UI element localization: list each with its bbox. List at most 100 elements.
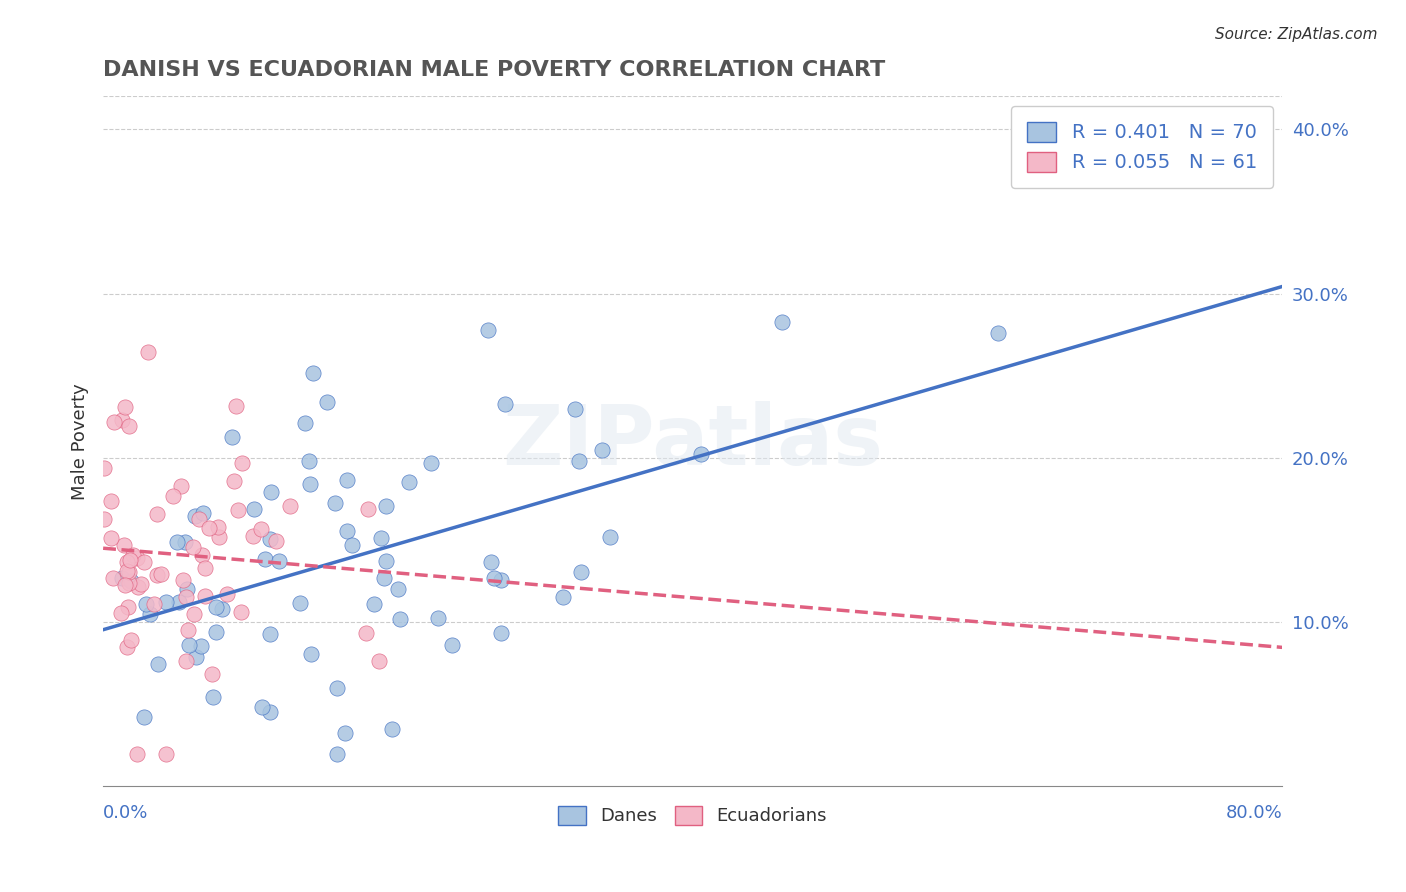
Point (323, 495, 346, 509)
Point (208, 530, 231, 544)
Point (375, 499, 398, 513)
Point (481, 555, 503, 569)
Point (482, 571, 505, 585)
Point (259, 532, 281, 546)
Point (110, 606, 132, 620)
Point (380, 722, 402, 736)
Point (132, 710, 155, 724)
Point (363, 597, 385, 611)
Point (118, 419, 141, 434)
Point (250, 522, 273, 536)
Point (172, 573, 194, 587)
Point (374, 554, 396, 568)
Point (440, 639, 463, 653)
Point (278, 500, 301, 514)
Point (143, 597, 166, 611)
Point (269, 554, 291, 568)
Point (259, 627, 281, 641)
Point (150, 567, 173, 582)
Point (489, 625, 512, 640)
Point (114, 400, 136, 414)
Point (162, 490, 184, 504)
Point (689, 447, 711, 461)
Point (135, 597, 157, 611)
Point (221, 430, 243, 444)
Point (387, 582, 409, 596)
Point (254, 552, 277, 566)
Point (207, 520, 229, 534)
Point (117, 600, 139, 615)
Point (367, 654, 389, 668)
Point (231, 605, 253, 619)
Point (294, 417, 316, 431)
Point (770, 315, 793, 329)
Point (316, 395, 339, 409)
Point (118, 565, 141, 579)
Point (226, 502, 249, 516)
Point (198, 521, 221, 535)
Point (183, 607, 205, 621)
Point (202, 690, 225, 704)
Point (111, 571, 134, 585)
Point (333, 726, 356, 740)
Point (564, 401, 586, 416)
Point (117, 576, 139, 591)
Point (155, 595, 177, 609)
Point (420, 456, 443, 470)
Point (243, 502, 266, 516)
Point (398, 475, 420, 489)
Point (494, 397, 516, 411)
Point (342, 538, 364, 552)
Point (125, 747, 148, 761)
Point (336, 473, 359, 487)
Point (336, 524, 359, 539)
Point (259, 706, 281, 720)
Point (288, 596, 311, 610)
Point (139, 607, 162, 621)
Point (264, 534, 287, 549)
Point (166, 535, 188, 549)
Point (569, 566, 592, 580)
Point (231, 456, 253, 470)
Text: DANISH VS ECUADORIAN MALE POVERTY CORRELATION CHART: DANISH VS ECUADORIAN MALE POVERTY CORREL… (103, 60, 886, 79)
Point (186, 649, 208, 664)
Point (170, 479, 193, 493)
Point (114, 578, 136, 592)
Point (167, 595, 190, 609)
Point (591, 443, 613, 458)
Point (373, 571, 395, 585)
Point (250, 699, 273, 714)
Point (194, 561, 217, 575)
Point (370, 531, 392, 545)
Point (155, 747, 177, 761)
Y-axis label: Male Poverty: Male Poverty (72, 383, 89, 500)
Point (127, 580, 149, 594)
Point (115, 564, 138, 578)
Point (101, 571, 124, 585)
Point (297, 454, 319, 468)
Point (427, 611, 450, 625)
Point (136, 345, 159, 359)
Point (201, 666, 224, 681)
Point (127, 551, 149, 566)
Text: Source: ZipAtlas.com: Source: ZipAtlas.com (1215, 27, 1378, 42)
Point (388, 612, 411, 626)
Point (177, 638, 200, 652)
Point (120, 633, 142, 648)
Point (489, 573, 512, 587)
Point (194, 589, 217, 603)
Point (100, 531, 122, 545)
Point (301, 366, 323, 380)
Point (354, 625, 377, 640)
Point (176, 582, 198, 596)
Point (987, 326, 1010, 341)
Point (326, 747, 349, 761)
Point (298, 477, 321, 491)
Point (205, 624, 228, 639)
Point (103, 415, 125, 429)
Point (191, 548, 214, 562)
Point (190, 639, 212, 653)
Point (148, 657, 170, 672)
Point (120, 574, 142, 588)
Point (187, 512, 209, 526)
